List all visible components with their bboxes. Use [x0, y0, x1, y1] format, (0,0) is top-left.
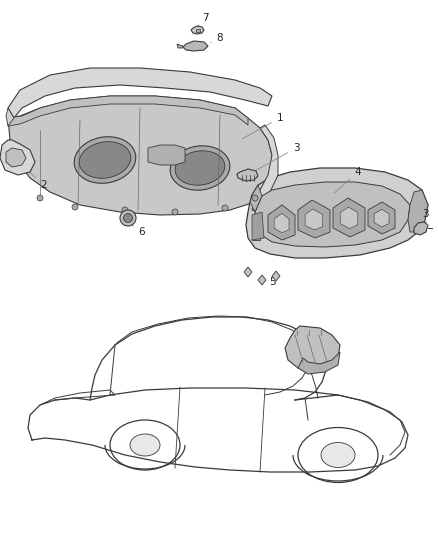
Ellipse shape	[110, 420, 180, 470]
Polygon shape	[8, 96, 248, 126]
Polygon shape	[237, 169, 258, 181]
Polygon shape	[285, 326, 340, 370]
Polygon shape	[258, 275, 266, 285]
Text: 7: 7	[198, 13, 208, 26]
Polygon shape	[196, 29, 200, 32]
Text: 8: 8	[211, 33, 223, 43]
Ellipse shape	[130, 434, 160, 456]
Polygon shape	[408, 190, 428, 232]
Text: 2: 2	[20, 164, 47, 190]
Circle shape	[72, 204, 78, 210]
Polygon shape	[8, 96, 272, 215]
Polygon shape	[148, 145, 185, 165]
Polygon shape	[177, 44, 183, 48]
Circle shape	[124, 214, 133, 222]
Polygon shape	[250, 185, 262, 212]
Polygon shape	[333, 198, 365, 237]
Text: 3: 3	[255, 143, 299, 171]
Polygon shape	[414, 222, 428, 235]
Circle shape	[37, 195, 43, 201]
Polygon shape	[368, 202, 395, 234]
Polygon shape	[191, 26, 204, 34]
Polygon shape	[298, 200, 330, 238]
Ellipse shape	[74, 137, 136, 183]
Circle shape	[122, 207, 128, 213]
Polygon shape	[6, 148, 26, 167]
Polygon shape	[246, 168, 428, 258]
Polygon shape	[252, 212, 264, 240]
Text: 3: 3	[422, 209, 428, 219]
Polygon shape	[183, 41, 208, 51]
Polygon shape	[305, 209, 323, 230]
Text: 5: 5	[262, 277, 276, 287]
Polygon shape	[244, 267, 252, 277]
Ellipse shape	[298, 427, 378, 482]
Ellipse shape	[321, 442, 355, 467]
Text: 6: 6	[132, 225, 145, 237]
Polygon shape	[6, 108, 14, 126]
Ellipse shape	[170, 146, 230, 190]
Polygon shape	[274, 213, 289, 232]
Polygon shape	[340, 207, 358, 229]
Circle shape	[252, 195, 258, 201]
Polygon shape	[8, 68, 272, 118]
Text: 4: 4	[334, 167, 361, 193]
Polygon shape	[252, 125, 278, 212]
Polygon shape	[374, 209, 389, 227]
Polygon shape	[252, 215, 260, 240]
Circle shape	[172, 209, 178, 215]
Ellipse shape	[79, 142, 131, 179]
Circle shape	[120, 210, 136, 226]
Polygon shape	[255, 182, 410, 247]
Text: 1: 1	[242, 113, 283, 139]
Polygon shape	[268, 205, 295, 240]
Polygon shape	[272, 271, 280, 281]
Ellipse shape	[175, 151, 225, 185]
Polygon shape	[0, 140, 35, 175]
Circle shape	[222, 205, 228, 211]
Polygon shape	[298, 352, 340, 374]
